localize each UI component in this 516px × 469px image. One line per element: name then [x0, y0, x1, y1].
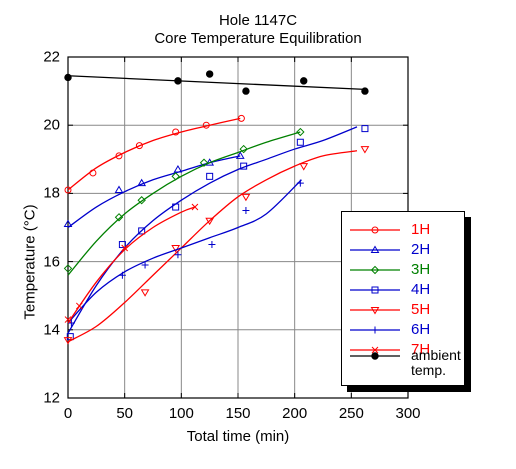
series-line: [67, 126, 358, 334]
series-line: [67, 131, 301, 276]
data-point: [300, 77, 308, 85]
data-point: [118, 271, 126, 279]
data-point: [114, 185, 124, 193]
data-point: [64, 316, 72, 323]
data-point: [172, 203, 180, 211]
data-point: [235, 151, 245, 159]
data-point: [239, 144, 248, 154]
legend-label: 1H: [411, 221, 431, 238]
series-3: [66, 125, 369, 341]
series-6: [64, 203, 199, 324]
data-point: [118, 241, 126, 249]
data-point: [135, 142, 143, 150]
data-point: [64, 73, 72, 82]
data-point: [171, 245, 181, 253]
legend-label: 6H: [411, 321, 431, 338]
series-1: [63, 151, 245, 229]
legend-marker: [370, 245, 380, 253]
legend-markers: [350, 226, 400, 360]
legend-marker: [371, 226, 379, 234]
data-point: [199, 158, 209, 167]
legend-label: 4H: [411, 281, 431, 298]
data-point: [206, 172, 214, 180]
data-point: [67, 319, 75, 327]
x-tick-label: 250: [338, 405, 364, 422]
data-point: [141, 261, 149, 269]
legend-label: 5H: [411, 301, 431, 318]
data-point: [172, 128, 180, 136]
data-point: [242, 87, 250, 95]
legend-marker: [371, 286, 379, 294]
y-tick-label: 12: [43, 389, 60, 407]
x-tick-label: 50: [116, 405, 133, 422]
data-point: [242, 206, 250, 214]
series-line: [67, 75, 365, 91]
data-point: [202, 121, 210, 129]
data-point: [137, 178, 147, 187]
series-line: [67, 179, 302, 324]
series-2: [63, 127, 305, 276]
data-point: [63, 337, 73, 345]
data-point: [63, 264, 73, 273]
data-point: [208, 241, 216, 249]
series-5: [67, 179, 304, 327]
data-point: [121, 244, 129, 252]
y-tick-label: 16: [43, 253, 60, 271]
chart-title: Hole 1147C: [218, 12, 298, 29]
legend-label: 7H: [411, 341, 431, 358]
series-line: [67, 206, 196, 324]
legend-marker: [371, 326, 379, 334]
data-point: [64, 186, 72, 194]
data-point: [115, 152, 123, 160]
data-point: [138, 227, 146, 235]
data-point: [114, 213, 124, 222]
x-tick-label: 300: [395, 405, 421, 422]
data-point: [174, 77, 182, 85]
data-point: [89, 169, 97, 177]
y-tick-label: 22: [43, 48, 60, 66]
series-4: [63, 146, 370, 345]
data-point: [137, 196, 146, 205]
y-tick-label: 18: [43, 184, 60, 202]
series-0: [64, 114, 245, 194]
series-line: [67, 150, 358, 343]
data-point: [171, 172, 180, 181]
data-point: [296, 179, 304, 187]
data-point: [173, 165, 183, 173]
data-point: [299, 163, 309, 171]
legend-marker: [370, 265, 380, 275]
data-point: [240, 162, 248, 170]
data-point: [237, 114, 245, 122]
legend-label: 3H: [411, 261, 431, 278]
data-point: [361, 125, 369, 133]
y-tick-label: 20: [43, 116, 60, 134]
data-point: [205, 70, 214, 78]
y-tick-label: 14: [43, 321, 60, 339]
legend-label: ambient temp.: [411, 347, 461, 378]
x-tick-label: 0: [63, 405, 73, 422]
legend-marker: [370, 307, 380, 315]
data-point: [205, 217, 215, 226]
x-tick-label: 100: [168, 405, 194, 422]
data-point: [241, 193, 251, 202]
data-point: [63, 219, 73, 228]
data-point: [360, 146, 370, 154]
data-point: [75, 302, 83, 310]
legend-marker: [371, 346, 379, 354]
series-7: [64, 70, 369, 95]
legend-label: 2H: [411, 241, 431, 258]
legend: 1H 2H 3H 4H 5H 6H 7H ambient temp.: [341, 211, 465, 386]
x-tick-label: 150: [225, 405, 251, 422]
data-point: [140, 289, 150, 297]
data-point: [296, 127, 305, 137]
x-tick-label: 200: [282, 405, 308, 422]
chart-subtitle: Core Temperature Equilibration: [154, 30, 362, 47]
x-axis-label: Total time (min): [186, 428, 290, 445]
data-point: [296, 138, 304, 146]
data-point: [191, 203, 199, 211]
data-point: [174, 251, 182, 259]
legend-marker: [371, 352, 379, 360]
data-point: [361, 87, 369, 95]
